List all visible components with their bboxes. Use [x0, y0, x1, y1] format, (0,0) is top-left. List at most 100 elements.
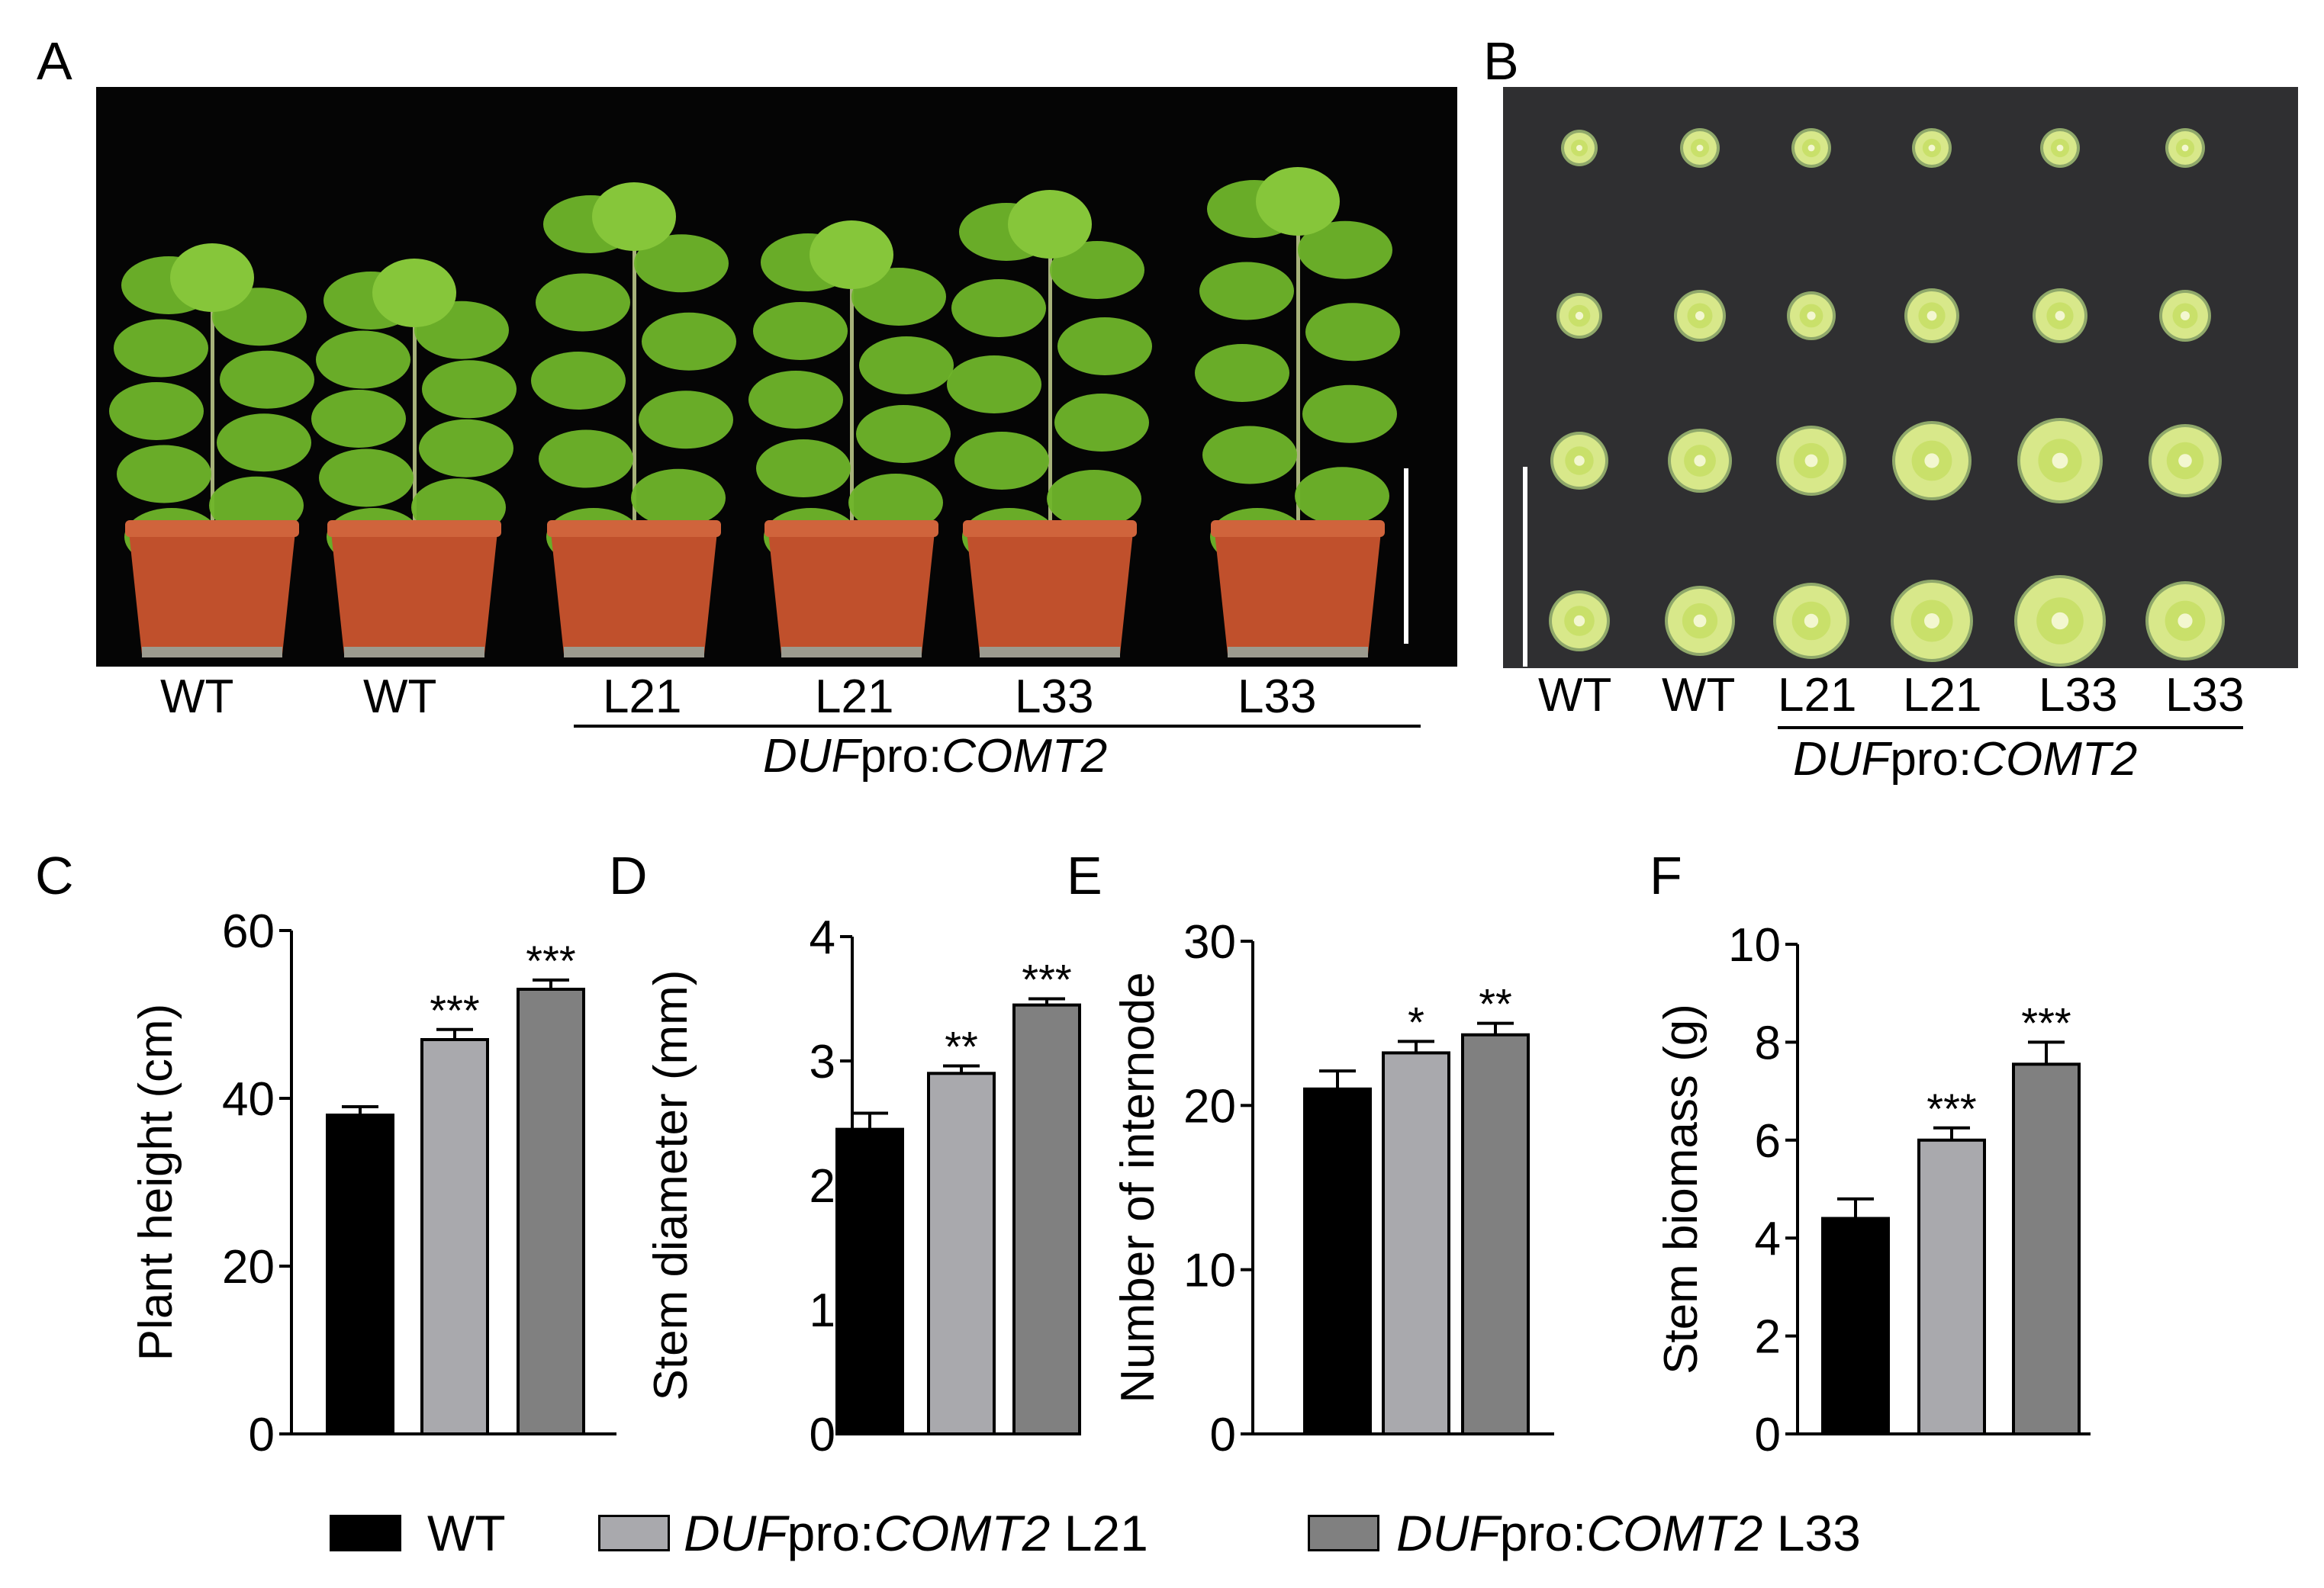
legend-label-wt: WT	[427, 1505, 506, 1561]
y-tick-label: 0	[1210, 1409, 1236, 1461]
y-tick-label: 6	[1755, 1115, 1781, 1168]
legend: WT DUFpro:COMT2 L21 DUFpro:COMT2 L33	[0, 1487, 2324, 1571]
column-label: WT	[1662, 669, 1736, 722]
y-tick-label: 3	[810, 1036, 835, 1088]
significance-label: ***	[2021, 998, 2071, 1046]
stem-section	[1773, 583, 1849, 659]
stem-section	[2033, 288, 2087, 343]
y-tick-label: 2	[810, 1160, 835, 1213]
stem-section	[1791, 128, 1831, 168]
stem-section	[1891, 580, 1973, 662]
bar	[927, 1072, 996, 1435]
bar-chart-plant-height: 0 20 40 60 Plant height (cm) *** ***	[130, 905, 616, 1461]
plant	[1195, 167, 1400, 657]
panel-label-f: F	[1650, 846, 1682, 905]
bar-chart-stem-biomass: 0 2 4 6 8 10 Stem biomass (g) *** ***	[1655, 919, 2091, 1461]
stem-section	[2159, 290, 2211, 342]
y-axis-label: Stem biomass (g)	[1655, 1004, 1708, 1374]
column-label: L33	[2165, 669, 2245, 722]
stem-section	[1892, 421, 1972, 500]
construct-underline	[574, 725, 1421, 728]
stem-section	[2014, 575, 2106, 667]
legend-label-l21: DUFpro:COMT2 L21	[684, 1505, 1148, 1561]
bar	[835, 1127, 904, 1435]
plant	[311, 259, 517, 657]
plant-label: L21	[603, 670, 682, 723]
y-tick-label: 20	[222, 1241, 275, 1294]
bar	[2012, 1062, 2081, 1435]
y-tick-label: 10	[1183, 1245, 1236, 1297]
y-tick-label: 40	[222, 1073, 275, 1126]
plant	[748, 220, 954, 657]
plant	[531, 182, 736, 657]
stem-section	[2040, 128, 2080, 168]
stem-section	[1556, 293, 1602, 339]
panel-label-b: B	[1483, 31, 1519, 91]
y-tick-label: 60	[222, 905, 275, 958]
panel-label-d: D	[609, 846, 648, 905]
bar	[1461, 1033, 1530, 1435]
panel-b-stem-section-photo	[1503, 87, 2298, 668]
stem-section	[1776, 426, 1846, 496]
stem-section	[2145, 581, 2225, 661]
stem-section	[2017, 418, 2103, 503]
bar	[517, 988, 585, 1435]
plant-label: L33	[1015, 670, 1094, 723]
significance-label: ***	[526, 937, 575, 985]
column-label: WT	[1538, 669, 1612, 722]
plant	[109, 243, 314, 657]
y-tick-label: 8	[1755, 1017, 1781, 1069]
bar	[1012, 1003, 1081, 1435]
panel-label-e: E	[1067, 846, 1102, 905]
bar	[1303, 1087, 1372, 1435]
construct-underline	[1778, 726, 2243, 729]
plant	[947, 190, 1152, 657]
y-tick-label: 0	[249, 1409, 275, 1461]
construct-label: DUFpro:COMT2	[1793, 733, 2138, 786]
legend-label-l33: DUFpro:COMT2 L33	[1396, 1505, 1861, 1561]
panel-label-c: C	[35, 846, 74, 905]
y-tick-label: 20	[1183, 1080, 1236, 1133]
significance-label: **	[945, 1023, 978, 1071]
stem-section	[2165, 128, 2205, 168]
stem-section	[1674, 290, 1726, 342]
y-tick-label: 2	[1755, 1311, 1781, 1364]
y-axis-label: Stem diameter (mm)	[645, 970, 697, 1401]
column-label: L21	[1778, 669, 1857, 722]
stem-section	[2149, 424, 2222, 497]
bar	[326, 1114, 394, 1435]
panel-label-a: A	[37, 31, 72, 91]
column-label: L33	[2039, 669, 2118, 722]
plant-label: WT	[160, 670, 234, 723]
stem-section	[1561, 130, 1598, 166]
y-tick-label: 4	[810, 911, 835, 964]
stem-section	[1665, 586, 1735, 656]
significance-label: ***	[430, 986, 479, 1034]
plant-label: L33	[1238, 670, 1317, 723]
y-tick-label: 10	[1728, 919, 1781, 972]
bar	[1821, 1217, 1890, 1435]
stem-section	[1549, 590, 1610, 651]
significance-label: *	[1408, 998, 1424, 1046]
construct-label: DUFpro:COMT2	[763, 730, 1108, 783]
significance-label: ***	[1926, 1085, 1976, 1133]
y-axis-label: Number of internode	[1112, 972, 1164, 1403]
plant-label: WT	[363, 670, 437, 723]
panel-a-plant-photo	[96, 87, 1457, 667]
significance-label: ***	[1022, 956, 1071, 1004]
scale-bar	[1404, 468, 1408, 644]
y-tick-label: 30	[1183, 916, 1236, 969]
legend-swatch-wt	[330, 1515, 401, 1551]
significance-label: **	[1479, 980, 1512, 1028]
bar	[1917, 1138, 1986, 1435]
y-tick-label: 0	[1755, 1409, 1781, 1461]
y-tick-label: 4	[1755, 1213, 1781, 1265]
bar	[1382, 1051, 1450, 1435]
y-tick-label: 0	[810, 1409, 835, 1461]
y-axis-label: Plant height (cm)	[130, 1004, 182, 1361]
scale-bar	[1523, 467, 1527, 667]
column-label: L21	[1903, 669, 1982, 722]
stem-section	[1550, 432, 1608, 490]
